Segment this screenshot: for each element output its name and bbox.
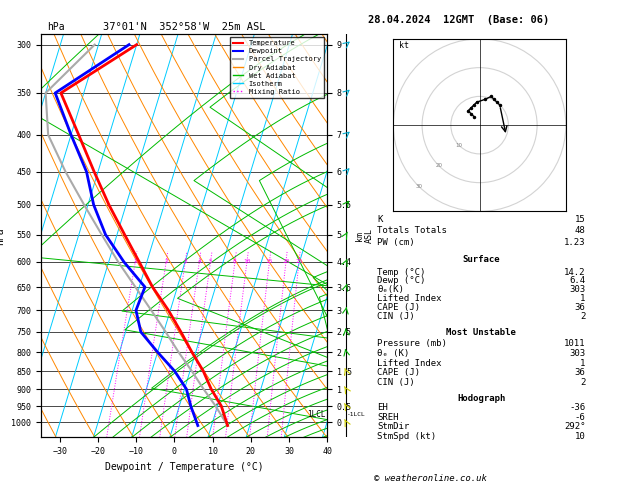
Text: K: K [377,215,382,224]
Text: EH: EH [377,403,387,412]
Y-axis label: hPa: hPa [0,227,6,244]
Text: 1: 1 [133,260,137,264]
X-axis label: Dewpoint / Temperature (°C): Dewpoint / Temperature (°C) [104,462,264,472]
Text: CIN (J): CIN (J) [377,378,415,387]
Text: -6: -6 [575,413,586,422]
Text: -1LCL: -1LCL [347,412,365,417]
Text: 2: 2 [580,312,586,321]
Text: StmSpd (kt): StmSpd (kt) [377,432,436,441]
Legend: Temperature, Dewpoint, Parcel Trajectory, Dry Adiabat, Wet Adiabat, Isotherm, Mi: Temperature, Dewpoint, Parcel Trajectory… [230,37,323,98]
Text: 28.04.2024  12GMT  (Base: 06): 28.04.2024 12GMT (Base: 06) [368,15,549,25]
Text: CAPE (J): CAPE (J) [377,303,420,312]
Text: Totals Totals: Totals Totals [377,226,447,235]
Text: 10: 10 [243,260,251,264]
Text: © weatheronline.co.uk: © weatheronline.co.uk [374,474,487,483]
Text: 25: 25 [295,260,303,264]
Text: 1: 1 [580,359,586,367]
Text: 6.4: 6.4 [569,277,586,285]
Text: 2: 2 [580,378,586,387]
Text: 1.23: 1.23 [564,238,586,247]
Text: 10: 10 [456,143,463,148]
Text: hPa: hPa [47,21,65,32]
Text: 303: 303 [569,349,586,358]
Text: Hodograph: Hodograph [457,394,505,403]
Text: Temp (°C): Temp (°C) [377,267,425,277]
Text: 36: 36 [575,303,586,312]
Text: Lifted Index: Lifted Index [377,295,442,303]
Text: 303: 303 [569,285,586,295]
Text: 3: 3 [183,260,187,264]
Text: Surface: Surface [462,255,500,264]
Text: 48: 48 [575,226,586,235]
Text: kt: kt [399,40,409,50]
Text: StmDir: StmDir [377,422,409,431]
Text: 5: 5 [209,260,213,264]
Text: 1: 1 [580,295,586,303]
Text: 8: 8 [233,260,237,264]
Y-axis label: km
ASL: km ASL [355,228,374,243]
Text: 10: 10 [575,432,586,441]
Text: -36: -36 [569,403,586,412]
Text: 20: 20 [282,260,290,264]
Text: 14.2: 14.2 [564,267,586,277]
Text: Dewp (°C): Dewp (°C) [377,277,425,285]
Text: Lifted Index: Lifted Index [377,359,442,367]
Text: θₑ(K): θₑ(K) [377,285,404,295]
Text: Pressure (mb): Pressure (mb) [377,339,447,348]
Text: 15: 15 [575,215,586,224]
Text: 292°: 292° [564,422,586,431]
Text: 20: 20 [435,163,442,168]
Text: SREH: SREH [377,413,399,422]
Text: 4: 4 [198,260,201,264]
Text: PW (cm): PW (cm) [377,238,415,247]
Text: θₑ (K): θₑ (K) [377,349,409,358]
Text: 30: 30 [415,184,422,189]
Text: Most Unstable: Most Unstable [446,328,516,336]
Text: 37°01'N  352°58'W  25m ASL: 37°01'N 352°58'W 25m ASL [103,21,265,32]
Text: 36: 36 [575,368,586,377]
Text: 1011: 1011 [564,339,586,348]
Text: CIN (J): CIN (J) [377,312,415,321]
Text: 1LCL: 1LCL [308,410,326,418]
Text: 15: 15 [265,260,273,264]
Text: CAPE (J): CAPE (J) [377,368,420,377]
Text: 2: 2 [164,260,168,264]
